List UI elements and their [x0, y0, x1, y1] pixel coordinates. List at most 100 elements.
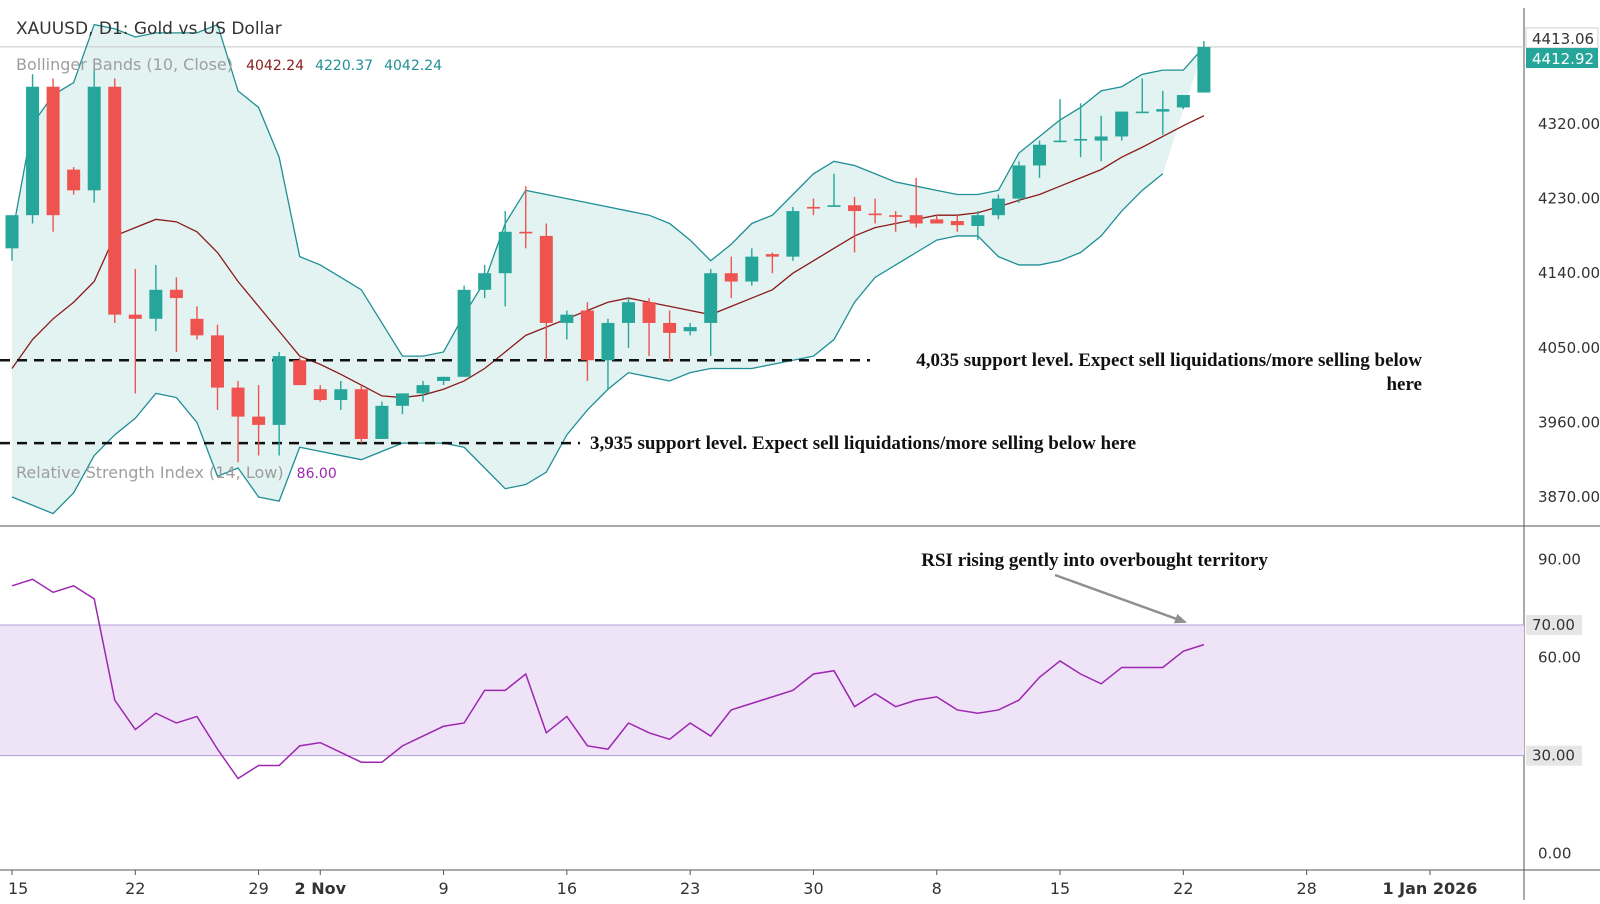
- candle[interactable]: [765, 252, 779, 274]
- candle-body: [478, 273, 492, 290]
- rsi-legend-value: 86.00: [297, 466, 337, 482]
- candle[interactable]: [683, 322, 697, 336]
- bollinger-upper-value: 4220.37: [315, 58, 373, 74]
- time-axis[interactable]: 15 22 29 2 Nov 9 16 23 30 8 15 22 28 1 Jan 2026: [8, 870, 1477, 898]
- candle-body: [519, 231, 533, 234]
- price-label-box: [1526, 48, 1598, 69]
- candle[interactable]: [46, 78, 60, 232]
- candle[interactable]: [416, 380, 430, 402]
- candle[interactable]: [313, 385, 327, 402]
- candle[interactable]: [5, 215, 19, 261]
- candle[interactable]: [108, 78, 122, 323]
- candle-body: [930, 219, 944, 224]
- candle[interactable]: [1074, 103, 1088, 158]
- candle-body: [457, 289, 471, 377]
- candle[interactable]: [334, 380, 348, 410]
- candle[interactable]: [354, 385, 368, 444]
- candle-body: [334, 389, 348, 401]
- candle-body: [1176, 95, 1190, 108]
- candle[interactable]: [622, 298, 635, 348]
- price-pane[interactable]: 4,035 support level. Expect sell liquida…: [0, 23, 1524, 515]
- candle[interactable]: [950, 215, 964, 232]
- candle[interactable]: [724, 256, 738, 299]
- bollinger-legend: Bollinger Bands (10, Close) 4042.24 4220…: [16, 55, 442, 74]
- candle[interactable]: [663, 310, 677, 362]
- candle[interactable]: [1012, 161, 1026, 203]
- candle[interactable]: [580, 302, 594, 381]
- candle[interactable]: [190, 306, 204, 340]
- candle[interactable]: [539, 223, 553, 361]
- candle[interactable]: [1053, 99, 1067, 143]
- candle[interactable]: [1033, 140, 1046, 178]
- candle-body: [1156, 109, 1170, 112]
- candle[interactable]: [293, 357, 307, 386]
- candle[interactable]: [745, 248, 759, 286]
- candle[interactable]: [375, 401, 389, 439]
- candle[interactable]: [1094, 115, 1108, 162]
- price-tick-label: 3870.00: [1538, 488, 1600, 506]
- rsi-band-label: 30.00: [1526, 745, 1582, 766]
- rsi-pane[interactable]: RSI rising gently into overbought territ…: [0, 550, 1524, 780]
- candle[interactable]: [909, 177, 923, 228]
- candle[interactable]: [601, 318, 615, 390]
- rsi-band-fill: [0, 625, 1524, 756]
- candle[interactable]: [642, 298, 656, 357]
- time-tick-label: 15: [8, 879, 28, 898]
- candle[interactable]: [889, 211, 903, 232]
- candle[interactable]: [67, 167, 81, 195]
- candle[interactable]: [437, 376, 451, 386]
- candle[interactable]: [128, 269, 142, 394]
- candle[interactable]: [930, 215, 944, 224]
- candle-body: [580, 310, 594, 361]
- candle[interactable]: [971, 211, 985, 241]
- candle-body: [663, 322, 677, 333]
- price-tick-label: 4320.00: [1538, 115, 1600, 133]
- candle[interactable]: [848, 196, 862, 253]
- price-label-text: 4413.06: [1532, 30, 1594, 48]
- candle[interactable]: [868, 198, 882, 224]
- candle-body: [169, 289, 183, 299]
- candle[interactable]: [1156, 90, 1170, 135]
- candle-body: [87, 86, 101, 191]
- candle[interactable]: [704, 269, 718, 357]
- candle[interactable]: [1115, 111, 1129, 141]
- candle-body: [395, 393, 409, 406]
- candle-body: [1135, 111, 1149, 114]
- candle-body: [498, 231, 512, 274]
- time-tick-label: 23: [680, 879, 700, 898]
- candle-body: [437, 376, 451, 381]
- candle[interactable]: [786, 206, 800, 261]
- time-tick-label: 22: [125, 879, 145, 898]
- price-axis[interactable]: 4320.00 4230.00 4140.00 4050.00 3960.00 3870.…: [1525, 27, 1600, 863]
- candle[interactable]: [457, 285, 471, 377]
- candle[interactable]: [1197, 41, 1211, 93]
- bollinger-band-fill: [12, 24, 1204, 514]
- candle-body: [1115, 111, 1129, 137]
- candle[interactable]: [252, 385, 266, 456]
- candle[interactable]: [498, 211, 512, 307]
- price-label-text: 4412.92: [1532, 50, 1594, 68]
- candle[interactable]: [395, 393, 409, 415]
- candle[interactable]: [478, 264, 492, 299]
- candle[interactable]: [149, 264, 163, 332]
- candle[interactable]: [519, 186, 533, 249]
- candle[interactable]: [169, 277, 183, 352]
- candle[interactable]: [272, 351, 286, 456]
- candle[interactable]: [87, 70, 101, 203]
- time-tick-label: 1 Jan 2026: [1382, 879, 1477, 898]
- candle[interactable]: [1176, 95, 1190, 110]
- candle-body: [909, 215, 923, 224]
- candle[interactable]: [231, 380, 245, 463]
- candle[interactable]: [1135, 78, 1149, 114]
- candle[interactable]: [806, 198, 820, 216]
- price-tick-label: 4230.00: [1538, 190, 1600, 208]
- candle-body: [211, 335, 224, 388]
- candle[interactable]: [991, 194, 1005, 220]
- candle[interactable]: [211, 324, 224, 410]
- candle-body: [560, 314, 574, 323]
- candle[interactable]: [827, 173, 841, 207]
- candle[interactable]: [560, 310, 574, 340]
- rsi-band-label-box: [1526, 745, 1582, 766]
- candle[interactable]: [26, 74, 40, 224]
